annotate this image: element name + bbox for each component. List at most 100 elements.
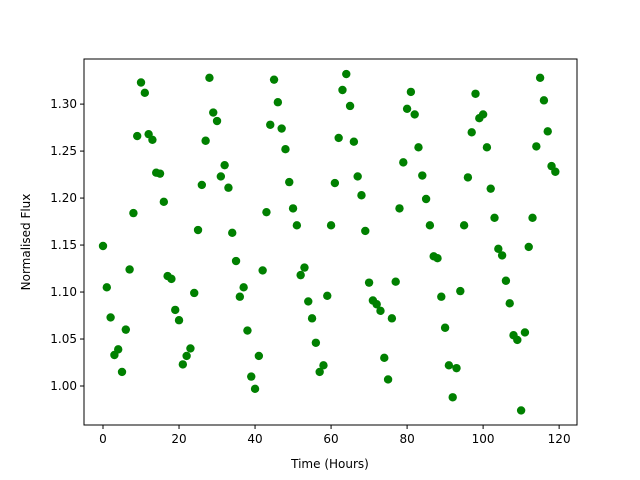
point	[167, 274, 176, 284]
point	[463, 173, 473, 182]
point	[129, 208, 138, 218]
point	[505, 299, 514, 308]
point	[326, 221, 336, 230]
point	[182, 351, 191, 361]
point	[220, 160, 229, 170]
point	[174, 316, 184, 325]
point	[250, 384, 260, 394]
point	[201, 136, 210, 145]
point	[433, 254, 442, 263]
point	[497, 251, 507, 260]
point	[410, 110, 419, 119]
point	[551, 167, 560, 176]
y-tick-label: 1.15	[50, 238, 77, 252]
point	[425, 221, 435, 230]
y-axis-label: Normalised Flux	[19, 194, 33, 291]
point	[402, 104, 412, 114]
point	[543, 127, 552, 136]
point	[532, 142, 541, 151]
point	[395, 204, 404, 213]
point	[315, 367, 324, 377]
point	[342, 69, 351, 79]
point	[494, 244, 503, 254]
point	[273, 98, 283, 107]
point	[155, 169, 165, 178]
point	[136, 78, 146, 87]
x-tick-label: 100	[472, 432, 495, 446]
y-tick-label: 1.10	[50, 285, 77, 299]
point	[243, 326, 252, 335]
x-axis-label: Time (Hours)	[290, 457, 369, 471]
y-tick-label: 1.20	[50, 191, 77, 205]
point	[205, 73, 214, 82]
point	[361, 226, 370, 236]
point	[399, 158, 408, 167]
point	[106, 313, 115, 322]
point	[114, 345, 123, 354]
point	[266, 120, 275, 129]
point	[117, 367, 127, 377]
point	[307, 314, 317, 323]
x-tick-label: 20	[171, 432, 186, 446]
point	[338, 85, 347, 95]
point	[133, 131, 142, 141]
point	[311, 338, 321, 347]
point	[414, 143, 423, 152]
point	[296, 270, 305, 280]
y-tick-label: 1.30	[50, 97, 77, 111]
point	[372, 300, 381, 309]
point	[334, 133, 343, 143]
point	[452, 363, 461, 373]
point	[524, 242, 533, 252]
point	[330, 178, 340, 188]
point	[258, 266, 267, 275]
point	[140, 88, 150, 98]
point	[277, 124, 286, 133]
point	[292, 221, 302, 230]
point	[539, 96, 549, 105]
point	[501, 276, 511, 285]
point	[482, 143, 492, 152]
y-tick-label: 1.25	[50, 144, 77, 158]
point	[121, 325, 131, 334]
point	[437, 292, 446, 301]
point	[254, 351, 264, 361]
x-tick-label: 80	[399, 432, 414, 446]
x-tick-label: 60	[323, 432, 338, 446]
x-tick-label: 40	[247, 432, 262, 446]
point	[345, 101, 355, 111]
point	[467, 128, 476, 137]
point	[421, 194, 431, 204]
point	[520, 328, 530, 337]
point	[125, 265, 134, 274]
point	[171, 305, 180, 315]
point	[353, 172, 362, 181]
point	[406, 87, 416, 97]
point	[383, 375, 393, 384]
point	[239, 283, 248, 292]
point	[459, 221, 469, 230]
point	[490, 213, 499, 223]
point	[364, 278, 374, 287]
plot-frame	[83, 58, 578, 426]
point	[535, 73, 545, 82]
point	[281, 145, 290, 154]
point	[209, 108, 218, 117]
point	[516, 406, 526, 415]
point	[247, 372, 256, 381]
point	[262, 207, 271, 217]
point	[288, 204, 298, 213]
point	[228, 228, 237, 238]
x-tick-label: 120	[548, 432, 571, 446]
point	[186, 344, 195, 353]
point	[387, 314, 397, 323]
y-tick-label: 1.00	[50, 379, 77, 393]
point	[528, 213, 537, 223]
point	[448, 393, 457, 402]
point	[148, 135, 157, 145]
point	[224, 183, 233, 192]
point	[319, 361, 328, 370]
point	[471, 89, 480, 98]
point	[178, 360, 188, 369]
